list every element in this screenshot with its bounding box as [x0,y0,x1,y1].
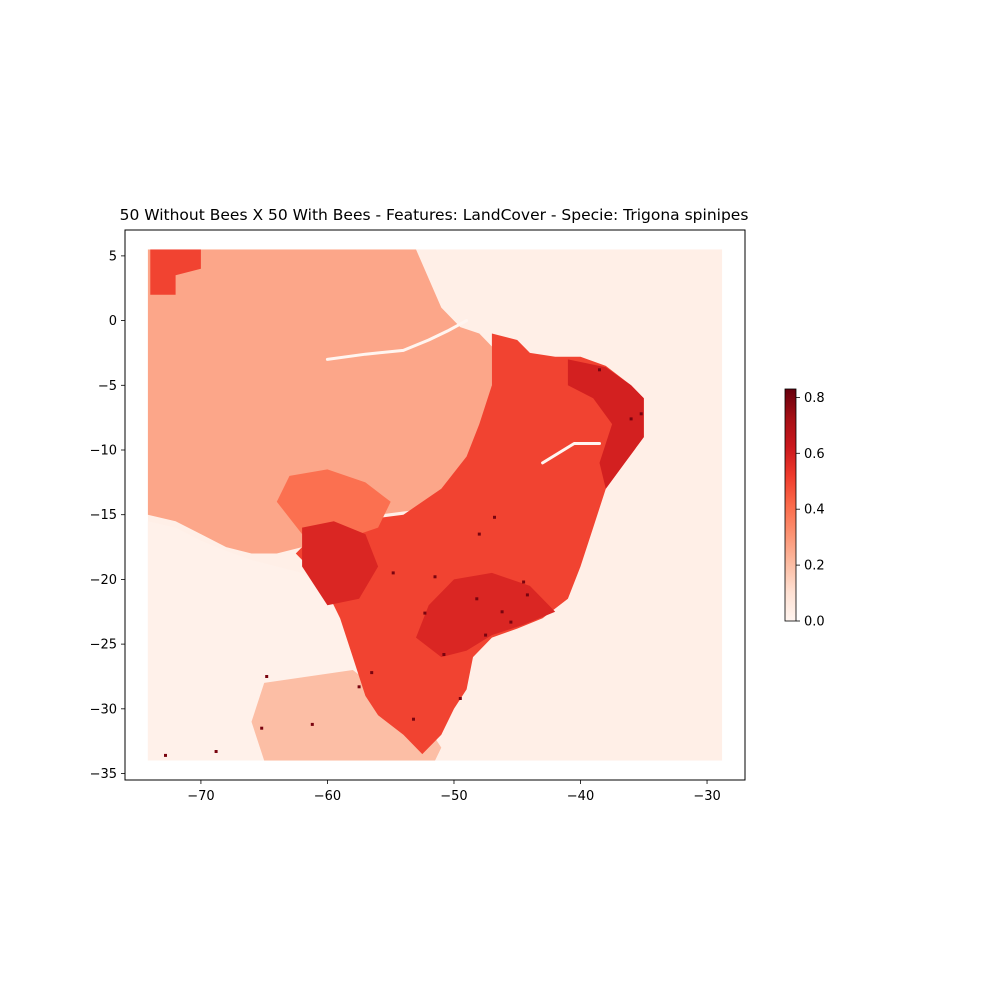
map-hotspot [357,685,361,689]
heatmap-layer [147,249,723,761]
map-region-8 [416,572,556,658]
y-tick-label: 0 [109,314,117,329]
map-hotspot [433,575,437,579]
map-hotspot [493,515,496,519]
map-hotspot [423,611,427,615]
plot-frame [124,229,746,781]
map-hotspot [412,717,415,721]
x-tick-label: −50 [440,789,467,804]
colorbar-tick-label: 0.6 [804,447,825,462]
x-tick-label: −70 [187,789,214,804]
y-tick-label: −20 [90,573,117,588]
colorbar-ticks: 0.0 0.2 0.4 0.6 0.8 [796,391,825,630]
map-hotspot [260,726,264,730]
map-hotspot [500,610,504,614]
x-tick-label: −40 [567,789,594,804]
map-region-5 [295,333,644,755]
map-region-10 [150,249,201,295]
y-tick-label: −30 [90,702,117,717]
x-tick-label: −60 [314,789,341,804]
colorbar-gradient [784,388,797,622]
map-hotspot [164,753,167,757]
map-hotspot [458,697,462,700]
chart-title: 50 Without Bees X 50 With Bees - Feature… [120,206,749,224]
map-hotspot [370,671,374,675]
y-tick-label: 5 [109,249,117,264]
map-hotspot [522,580,526,584]
map-hotspot [629,417,633,421]
map-hotspot [525,593,529,597]
map-hotspot [484,633,488,637]
y-tick-label: −35 [90,767,117,782]
map-region-6 [276,469,391,541]
colorbar-tick-label: 0.2 [804,559,825,574]
colorbar: 0.0 0.2 0.4 0.6 0.8 [784,388,825,630]
colorbar-tick-label: 0.8 [804,391,825,406]
map-region-4 [251,670,442,761]
x-axis: −70 −60 −50 −40 −30 [187,780,721,804]
y-tick-label: −5 [98,379,117,394]
y-tick-label: −25 [90,638,117,653]
map-hotspot [639,412,643,416]
map-region-9 [567,359,644,489]
map-hotspot [265,675,269,678]
colorbar-tick-label: 0.0 [804,615,825,630]
map-region-2 [147,249,492,554]
map-hotspot [509,620,513,624]
colorbar-tick-label: 0.4 [804,503,825,518]
map-hotspot [442,653,446,656]
map-hotspot [214,750,218,753]
x-tick-label: −30 [693,789,720,804]
y-tick-label: −15 [90,508,117,523]
map-river-2 [541,442,601,465]
map-hotspot [477,532,481,536]
map-hotspot [391,571,395,575]
map-hotspot [598,368,601,372]
y-tick-label: −10 [90,444,117,459]
map-river-1 [325,319,469,361]
y-axis: 5 0 −5 −10 −15 −20 −25 −30 −35 [90,249,125,782]
map-region-7 [302,521,379,606]
map-hotspot [310,722,314,726]
plot-area [124,229,746,781]
map-hotspot [475,597,479,601]
